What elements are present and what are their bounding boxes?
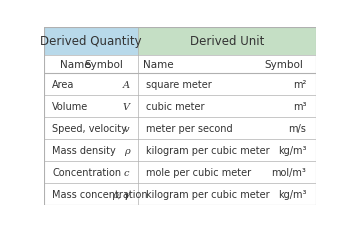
Text: Derived Unit: Derived Unit (190, 35, 264, 48)
Text: v: v (124, 124, 130, 133)
Text: Speed, velocity: Speed, velocity (52, 124, 127, 134)
Text: m²: m² (293, 80, 306, 90)
Text: ρ: ρ (124, 146, 130, 155)
Text: Volume: Volume (52, 102, 88, 112)
Bar (138, 28, 316, 55)
Bar (44, 55, 316, 74)
Text: Name: Name (143, 60, 174, 70)
Text: Symbol: Symbol (265, 60, 304, 70)
Text: kg/m³: kg/m³ (278, 190, 306, 200)
Text: meter per second: meter per second (146, 124, 232, 134)
Text: Mass density: Mass density (52, 146, 116, 156)
Bar (44, 96, 316, 118)
Text: c: c (124, 168, 130, 177)
Text: m³: m³ (293, 102, 306, 112)
Text: A: A (122, 81, 130, 89)
Text: cubic meter: cubic meter (146, 102, 204, 112)
Bar (44, 184, 316, 206)
Text: ρ, γ: ρ, γ (112, 190, 130, 199)
Text: V: V (122, 103, 130, 111)
Text: square meter: square meter (146, 80, 212, 90)
Text: Concentration: Concentration (52, 168, 121, 178)
Text: Name: Name (60, 60, 91, 70)
Text: kilogram per cubic meter: kilogram per cubic meter (146, 190, 270, 200)
Text: Symbol: Symbol (84, 60, 123, 70)
Text: kg/m³: kg/m³ (278, 146, 306, 156)
Text: mole per cubic meter: mole per cubic meter (146, 168, 251, 178)
Text: Derived Quantity: Derived Quantity (40, 35, 141, 48)
Bar (44, 74, 316, 96)
Bar (44, 140, 316, 162)
Text: Area: Area (52, 80, 74, 90)
Text: Mass concentration: Mass concentration (52, 190, 148, 200)
Text: m/s: m/s (289, 124, 306, 134)
Text: kilogram per cubic meter: kilogram per cubic meter (146, 146, 270, 156)
Bar (44, 118, 316, 140)
Bar (44, 28, 138, 55)
Text: mol/m³: mol/m³ (272, 168, 306, 178)
Bar (44, 162, 316, 184)
